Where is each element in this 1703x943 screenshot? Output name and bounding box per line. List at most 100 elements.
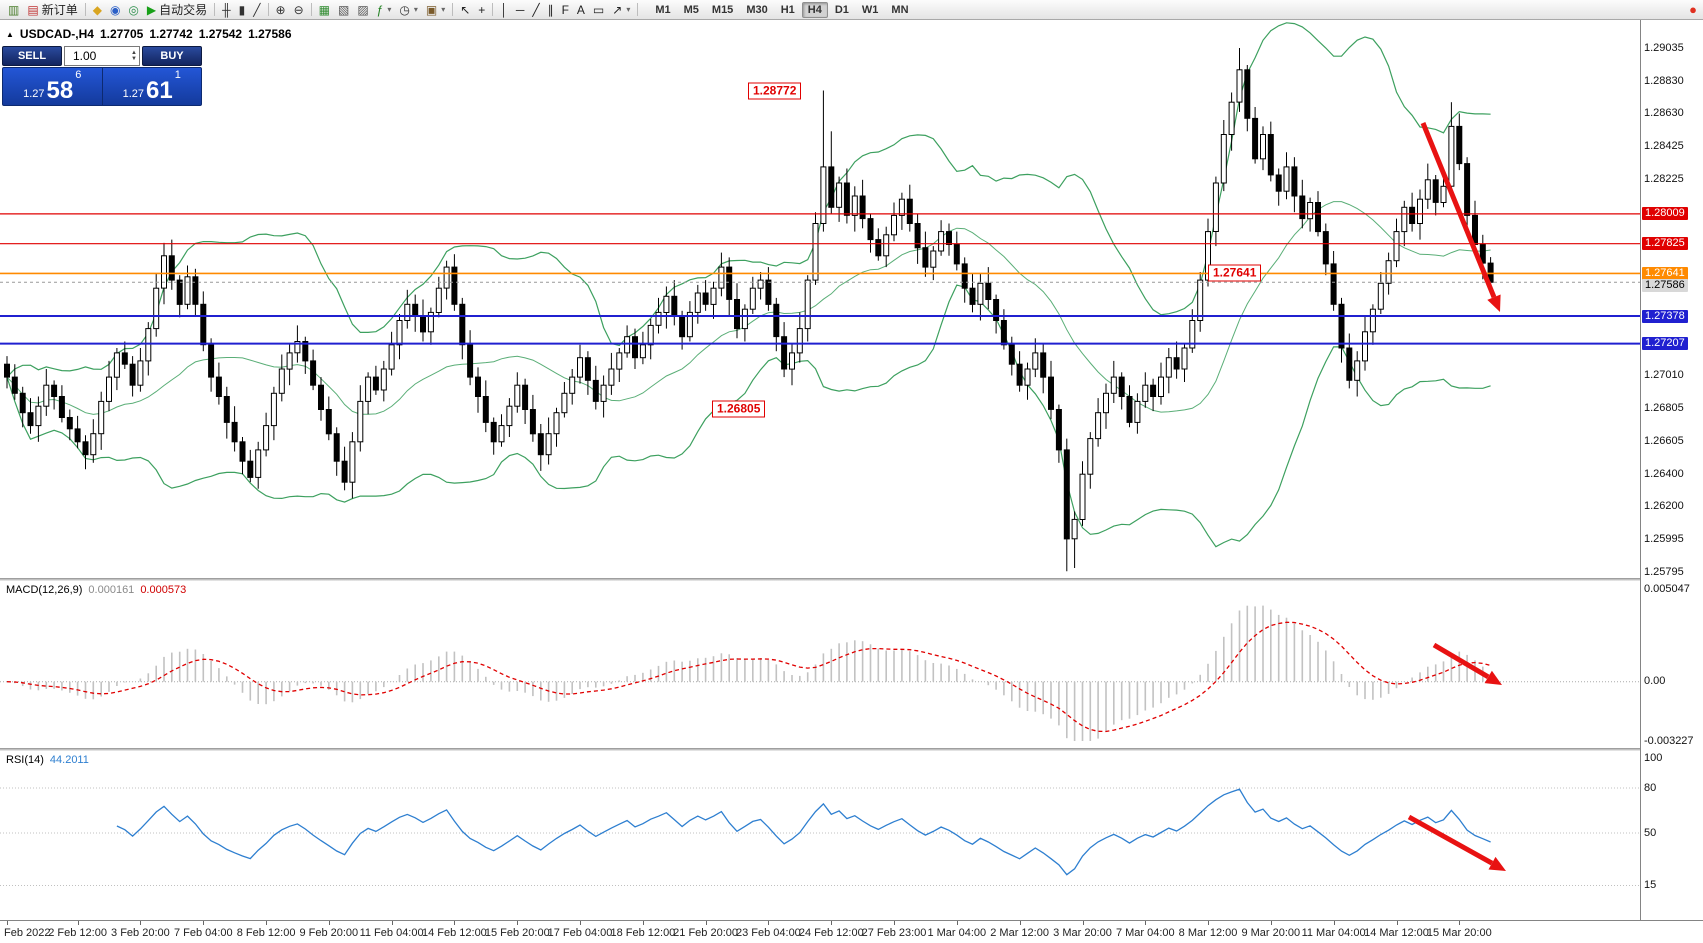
strategy-tester-button[interactable]: ◎: [124, 1, 142, 19]
price-label-annotation[interactable]: 1.26805: [712, 400, 766, 418]
macd-pane: MACD(12,26,9) 0.000161 0.000573: [0, 581, 1640, 748]
trendline-icon: ╱: [532, 2, 540, 17]
price-axis-label: 1.28630: [1644, 107, 1684, 119]
lot-spinner[interactable]: ▲ ▼: [131, 50, 137, 62]
trend-arrow-annotation[interactable]: [1432, 642, 1502, 685]
time-axis-label: 24 Feb 12:00: [798, 927, 864, 939]
lot-size-field[interactable]: 1.00 ▲ ▼: [64, 46, 140, 66]
time-tick: [77, 921, 79, 925]
rsi-plot[interactable]: [0, 751, 1640, 920]
time-axis-label: 3 Mar 20:00: [1053, 927, 1112, 939]
time-tick: [140, 921, 142, 925]
ohlc-close: 1.27586: [248, 27, 292, 41]
toolbar: ▥ ▤ 新订单 ◆ ◉ ◎ ▶ 自动交易 ╫ ▮ ╱ ⊕ ⊖ ▦ ▧ ▨ ƒ ▾ ◷ ▾ ▣ ▾ ↖ + │ ─ ╱ ∥ F A ▭ ↗ ▾ M1…: [0, 0, 1703, 20]
price-label-annotation[interactable]: 1.27641: [1208, 264, 1262, 282]
cursor-icon: ↖: [460, 2, 471, 17]
bollinger-upper-band: [6, 22, 1491, 378]
time-axis-label: 1 Mar 04:00: [927, 927, 987, 939]
new-chart-button[interactable]: ▥: [4, 1, 23, 19]
fibonacci-button[interactable]: F: [558, 1, 573, 19]
sell-price-small: 1.27: [23, 88, 45, 100]
time-tick: [956, 921, 958, 925]
time-axis-label: 8 Feb 12:00: [236, 927, 296, 939]
arrange-windows-icon: ▨: [357, 2, 369, 17]
line-chart-button[interactable]: ╱: [249, 1, 264, 19]
time-axis-label: 8 Mar 12:00: [1178, 927, 1238, 939]
pane-resize-separator[interactable]: [0, 578, 1703, 581]
market-watch-button[interactable]: ◉: [106, 1, 124, 19]
cursor-button[interactable]: ↖: [456, 1, 474, 19]
main-chart-plot[interactable]: [0, 20, 1640, 578]
tile-windows-icon: ▦: [318, 2, 330, 17]
timeframe-m5[interactable]: M5: [683, 3, 699, 16]
trendline-button[interactable]: ╱: [528, 1, 543, 19]
timeframe-m30[interactable]: M30: [746, 3, 768, 16]
spinner-up-icon[interactable]: ▲: [131, 50, 137, 56]
time-tick: [7, 921, 8, 925]
toolbar-divider: [452, 3, 454, 16]
templates-button[interactable]: ▣ ▾: [422, 1, 449, 19]
timeframe-d1[interactable]: D1: [834, 3, 849, 16]
trend-arrow-annotation[interactable]: [1407, 814, 1506, 871]
timeframe-w1[interactable]: W1: [861, 3, 879, 16]
buy-button[interactable]: BUY: [142, 46, 202, 66]
timeframe-m15[interactable]: M15: [711, 3, 734, 16]
zoom-out-button[interactable]: ⊖: [290, 1, 308, 19]
timeframe-mn[interactable]: MN: [891, 3, 909, 16]
time-axis[interactable]: Feb 2022 2 Feb 12:00 3 Feb 20:00 7 Feb 04:0…: [0, 920, 1703, 943]
trend-arrow-annotation[interactable]: [1420, 122, 1501, 312]
timeframe-toolbar: M1 M5 M15 M30 H1 H4 D1 W1 MN: [649, 1, 914, 18]
indicators-button[interactable]: ƒ ▾: [373, 1, 396, 19]
time-tick: [266, 921, 268, 925]
timeframe-h1[interactable]: H1: [780, 3, 795, 16]
shapes-button[interactable]: ↗ ▾: [608, 1, 634, 19]
price-axis-label: 1.25795: [1644, 565, 1684, 578]
buy-price[interactable]: 1.27 61 1: [101, 68, 202, 105]
zoom-in-button[interactable]: ⊕: [272, 1, 290, 19]
cascade-windows-button[interactable]: ▧: [334, 1, 353, 19]
timeframe-h4[interactable]: H4: [801, 1, 828, 18]
timeframe-m1[interactable]: M1: [655, 3, 671, 16]
time-tick: [1145, 921, 1147, 925]
bar-chart-button[interactable]: ╫: [218, 1, 235, 19]
price-axis-label: 1.28830: [1644, 74, 1684, 87]
price-axis[interactable]: 1.29035 1.28830 1.28630 1.28425 1.28225 1.280…: [1640, 20, 1703, 920]
spinner-down-icon[interactable]: ▼: [131, 56, 137, 62]
sell-price[interactable]: 1.27 58 6: [3, 68, 102, 105]
fibonacci-icon: F: [561, 2, 569, 17]
crosshair-button[interactable]: +: [474, 1, 489, 19]
metaquotes-button[interactable]: ◆: [89, 1, 106, 19]
toolbar-divider: [267, 3, 269, 16]
indicators-icon: ƒ: [376, 2, 384, 17]
line-chart-icon: ╱: [253, 2, 261, 17]
text-button[interactable]: A: [573, 1, 589, 19]
candlestick-chart-button[interactable]: ▮: [235, 1, 250, 19]
time-axis-label: 18 Feb 12:00: [610, 927, 676, 939]
price-axis-label: 1.27010: [1644, 369, 1684, 381]
periods-button[interactable]: ◷ ▾: [395, 1, 422, 19]
channel-button[interactable]: ∥: [544, 1, 558, 19]
new-order-button[interactable]: ▤ 新订单: [23, 1, 81, 19]
macd-plot[interactable]: [0, 581, 1640, 748]
vertical-line-button[interactable]: │: [496, 1, 512, 19]
notifications-icon[interactable]: ●: [1689, 2, 1697, 17]
collapse-one-click-icon[interactable]: ▲: [6, 29, 14, 39]
price-axis-label: 1.27641: [1642, 266, 1688, 280]
auto-trading-button[interactable]: ▶ 自动交易: [143, 1, 211, 19]
label-button[interactable]: ▭: [589, 1, 608, 19]
new-order-icon: ▤: [27, 2, 39, 17]
pane-resize-separator[interactable]: [0, 748, 1703, 751]
time-tick: [1459, 921, 1461, 925]
time-tick: [1082, 921, 1084, 925]
sell-button[interactable]: SELL: [2, 46, 62, 66]
price-label-annotation[interactable]: 1.28772: [748, 82, 802, 99]
arrange-windows-button[interactable]: ▨: [353, 1, 372, 19]
time-tick: [642, 921, 644, 925]
horizontal-line-button[interactable]: ─: [512, 1, 529, 19]
price-axis-label: 1.27825: [1642, 237, 1688, 251]
tile-windows-button[interactable]: ▦: [315, 1, 334, 19]
time-axis-label: 15 Feb 20:00: [484, 927, 550, 939]
clock-icon: ◷: [399, 2, 410, 17]
rsi-axis-label: 100: [1644, 751, 1663, 764]
price-axis-macd: 0.005047 0.00 -0.003227: [1641, 581, 1703, 748]
